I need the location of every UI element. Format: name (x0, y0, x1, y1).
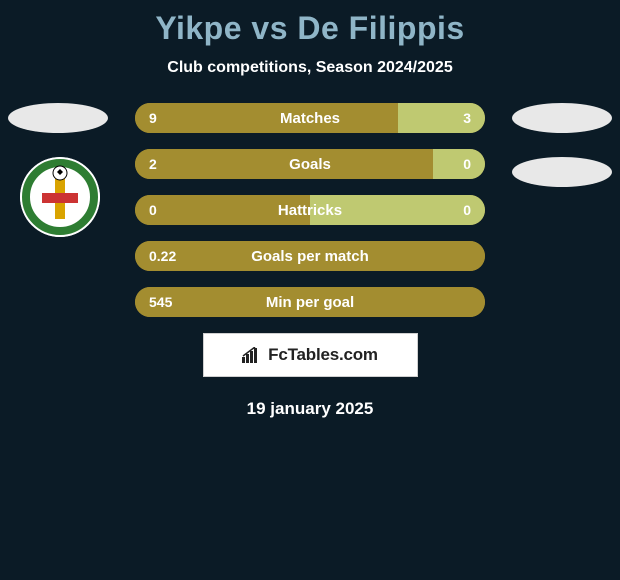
stat-bar-row: Hattricks00 (135, 195, 485, 225)
stat-bar-row: Goals20 (135, 149, 485, 179)
stat-bar-row: Goals per match0.22 (135, 241, 485, 271)
stat-bar-left (135, 103, 398, 133)
player2-placeholder-icon (512, 103, 612, 133)
stat-bar-left (135, 149, 433, 179)
content-area: Matches93 Goals20 Hattricks00 Goals per mat… (0, 103, 620, 419)
subtitle: Club competitions, Season 2024/2025 (0, 59, 620, 77)
brand-text: FcTables.com (268, 345, 378, 365)
stat-bar-left (135, 287, 485, 317)
stat-bar-right (398, 103, 486, 133)
bars-chart-icon (242, 347, 262, 363)
stat-bar-row: Min per goal545 (135, 287, 485, 317)
club2-placeholder-icon (512, 157, 612, 187)
stat-bar-right (433, 149, 486, 179)
player1-name: Yikpe (155, 10, 242, 46)
player1-placeholder-icon (8, 103, 108, 133)
stat-bar-left (135, 241, 485, 271)
brand-box[interactable]: FcTables.com (203, 333, 418, 377)
stat-bar-row: Matches93 (135, 103, 485, 133)
stat-bar-right (310, 195, 485, 225)
stat-bars: Matches93 Goals20 Hattricks00 Goals per mat… (135, 103, 485, 317)
player2-name: De Filippis (297, 10, 464, 46)
date-text: 19 january 2025 (0, 399, 620, 419)
stat-bar-left (135, 195, 310, 225)
club1-logo-icon (20, 157, 100, 237)
vs-text: vs (251, 10, 288, 46)
comparison-title: Yikpe vs De Filippis (0, 0, 620, 47)
